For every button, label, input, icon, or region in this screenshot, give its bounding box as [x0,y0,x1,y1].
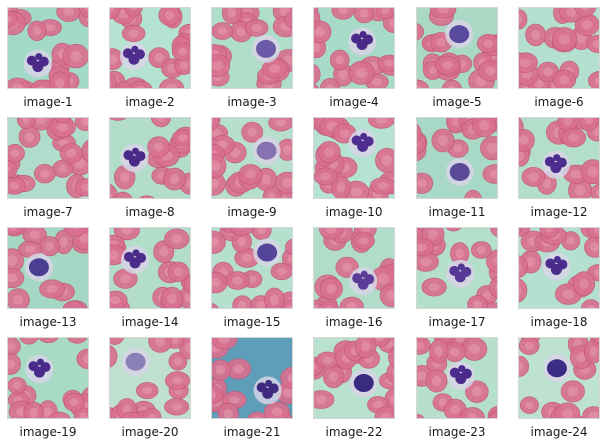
gallery-item-22[interactable]: image-22 [314,338,394,439]
gallery-item-8[interactable]: image-8 [110,118,190,219]
thumbnail-image[interactable] [314,118,394,198]
gallery-item-12[interactable]: image-12 [519,118,599,219]
blood-smear-image [212,228,292,308]
blood-smear-image [110,8,190,88]
thumbnail-image[interactable] [212,228,292,308]
gallery-item-21[interactable]: image-21 [212,338,292,439]
blood-smear-image [314,118,394,198]
image-label: image-19 [19,425,77,439]
gallery-item-7[interactable]: image-7 [8,118,88,219]
gallery-item-13[interactable]: image-13 [8,228,88,329]
image-label: image-2 [125,95,175,109]
blood-smear-image [417,338,497,418]
thumbnail-image[interactable] [212,8,292,88]
blood-smear-image [417,228,497,308]
thumbnail-image[interactable] [417,338,497,418]
gallery-item-14[interactable]: image-14 [110,228,190,329]
image-label: image-18 [530,315,588,329]
blood-smear-image [417,118,497,198]
thumbnail-image[interactable] [110,8,190,88]
gallery-item-20[interactable]: image-20 [110,338,190,439]
blood-smear-image [8,338,88,418]
gallery-item-2[interactable]: image-2 [110,8,190,109]
blood-smear-image [110,228,190,308]
image-label: image-20 [121,425,179,439]
blood-smear-image [110,338,190,418]
gallery-item-10[interactable]: image-10 [314,118,394,219]
thumbnail-image[interactable] [417,8,497,88]
image-label: image-22 [325,425,383,439]
blood-smear-image [212,118,292,198]
thumbnail-image[interactable] [519,338,599,418]
thumbnail-image[interactable] [519,228,599,308]
blood-smear-image [417,8,497,88]
thumbnail-image[interactable] [417,118,497,198]
gallery-item-15[interactable]: image-15 [212,228,292,329]
image-label: image-7 [23,205,73,219]
gallery-item-17[interactable]: image-17 [417,228,497,329]
image-label: image-12 [530,205,588,219]
gallery-item-3[interactable]: image-3 [212,8,292,109]
image-label: image-8 [125,205,175,219]
blood-smear-image [212,338,292,418]
image-label: image-14 [121,315,179,329]
thumbnail-image[interactable] [314,338,394,418]
gallery-item-9[interactable]: image-9 [212,118,292,219]
blood-smear-image [8,8,88,88]
thumbnail-image[interactable] [519,8,599,88]
image-label: image-4 [329,95,379,109]
image-label: image-1 [23,95,73,109]
image-label: image-21 [223,425,281,439]
thumbnail-image[interactable] [8,118,88,198]
image-label: image-6 [534,95,584,109]
thumbnail-image[interactable] [519,118,599,198]
gallery-item-5[interactable]: image-5 [417,8,497,109]
thumbnail-image[interactable] [314,8,394,88]
image-label: image-3 [227,95,277,109]
image-label: image-11 [428,205,486,219]
gallery-item-4[interactable]: image-4 [314,8,394,109]
blood-smear-image [212,8,292,88]
blood-smear-image [314,8,394,88]
thumbnail-image[interactable] [110,118,190,198]
gallery-item-1[interactable]: image-1 [8,8,88,109]
thumbnail-image[interactable] [212,118,292,198]
thumbnail-image[interactable] [417,228,497,308]
image-label: image-24 [530,425,588,439]
thumbnail-image[interactable] [212,338,292,418]
gallery-item-24[interactable]: image-24 [519,338,599,439]
blood-smear-image [519,338,599,418]
thumbnail-image[interactable] [314,228,394,308]
blood-smear-image [314,228,394,308]
blood-smear-image [110,118,190,198]
thumbnail-image[interactable] [8,8,88,88]
image-label: image-9 [227,205,277,219]
blood-smear-image [314,338,394,418]
thumbnail-image[interactable] [110,338,190,418]
image-label: image-23 [428,425,486,439]
blood-smear-image [8,118,88,198]
image-label: image-17 [428,315,486,329]
blood-smear-image [519,8,599,88]
thumbnail-image[interactable] [8,228,88,308]
gallery-item-11[interactable]: image-11 [417,118,497,219]
blood-smear-image [519,118,599,198]
image-gallery: image-1 image-2 image-3 image-4 image-5 image… [8,8,608,444]
gallery-item-19[interactable]: image-19 [8,338,88,439]
blood-smear-image [8,228,88,308]
thumbnail-image[interactable] [8,338,88,418]
image-label: image-15 [223,315,281,329]
thumbnail-image[interactable] [110,228,190,308]
image-label: image-5 [432,95,482,109]
image-label: image-13 [19,315,77,329]
image-label: image-16 [325,315,383,329]
gallery-item-23[interactable]: image-23 [417,338,497,439]
image-label: image-10 [325,205,383,219]
gallery-item-18[interactable]: image-18 [519,228,599,329]
blood-smear-image [519,228,599,308]
gallery-item-6[interactable]: image-6 [519,8,599,109]
gallery-item-16[interactable]: image-16 [314,228,394,329]
